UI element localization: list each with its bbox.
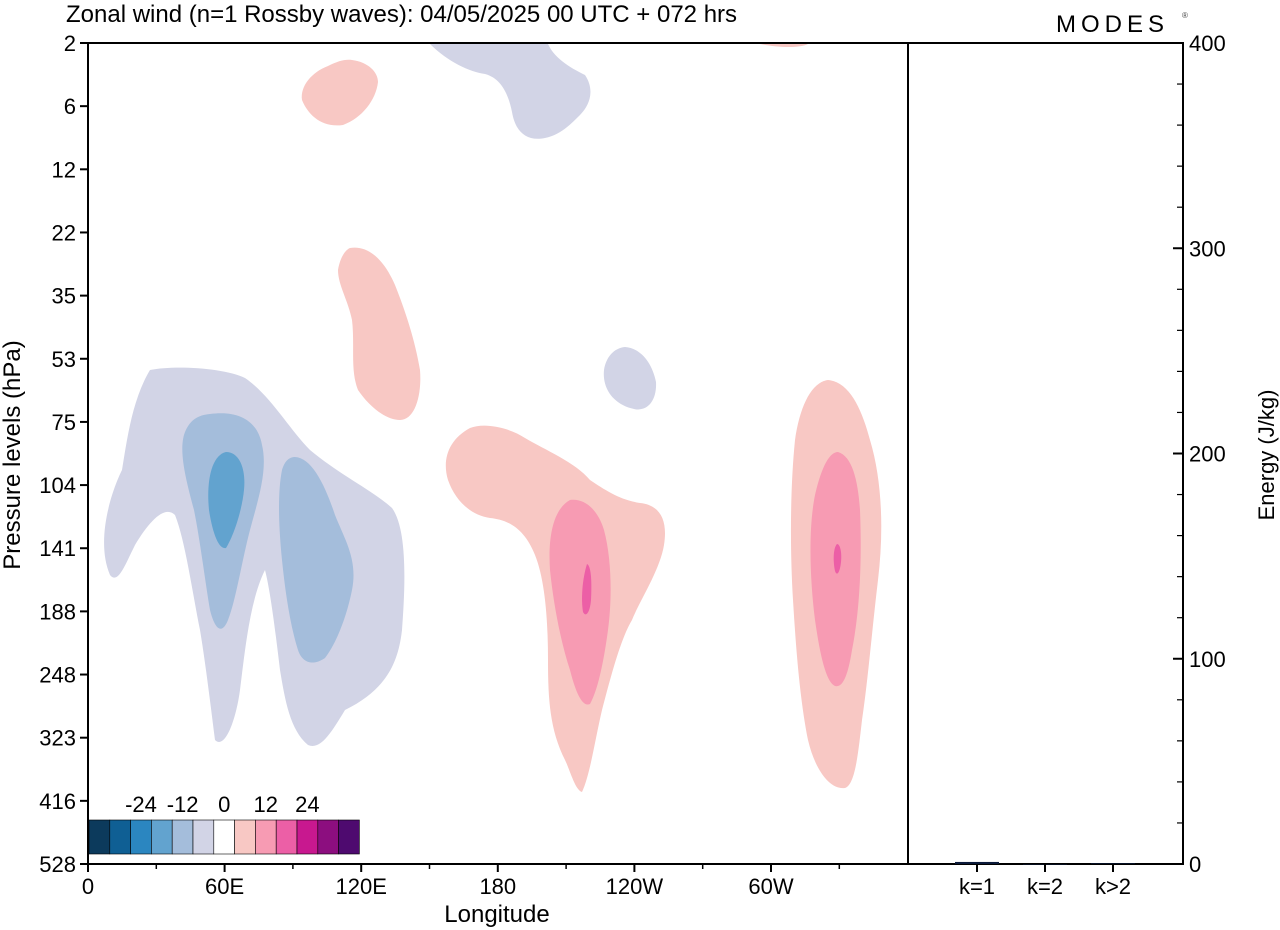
bar-category-label: k=1 <box>959 874 995 899</box>
y-tick-label: 53 <box>52 347 76 372</box>
positive-contour-mid-a <box>549 499 611 705</box>
x-tick-label: 120E <box>336 874 387 899</box>
negative-contour-small <box>603 347 657 410</box>
positive-contour-core-b <box>833 544 842 574</box>
energy-axis-label: Energy (J/kg) <box>1254 390 1279 521</box>
colorbar-tick-label: 24 <box>295 792 319 817</box>
x-tick-label: 180 <box>479 874 516 899</box>
y-tick-label: 323 <box>39 726 76 751</box>
bar-category-label: k>2 <box>1095 874 1131 899</box>
x-tick-label: 0 <box>82 874 94 899</box>
energy-tick-label: 200 <box>1189 442 1226 467</box>
pressure-axis: 2 6 12 22 35 53 75 104 141 188 248 323 416 528 <box>39 31 88 877</box>
positive-contour-top-b <box>760 44 808 47</box>
energy-tick-label: 100 <box>1189 647 1226 672</box>
negative-contour-top <box>430 44 591 139</box>
y-tick-label: 35 <box>52 284 76 309</box>
modes-logo: MODES <box>1056 11 1169 38</box>
y-tick-label: 2 <box>64 31 76 56</box>
colorbar-swatch <box>213 819 235 855</box>
colorbar-swatch <box>317 819 339 855</box>
y-tick-label: 104 <box>39 473 76 498</box>
y-tick-label: 6 <box>64 94 76 119</box>
colorbar-swatch <box>171 819 194 855</box>
positive-contour-upper <box>338 247 421 420</box>
energy-tick-label: 400 <box>1189 31 1226 56</box>
x-tick-label: 60W <box>748 874 793 899</box>
negative-contour-core <box>208 452 245 549</box>
energy-tick-label: 300 <box>1189 236 1226 261</box>
energy-axis: 0 100 200 300 400 <box>1173 31 1226 877</box>
colorbar-swatch <box>109 819 131 855</box>
colorbar: -24 -12 0 12 24 <box>88 785 361 855</box>
y-tick-label: 416 <box>39 789 76 814</box>
energy-bar <box>955 861 999 864</box>
colorbar-swatch <box>130 819 152 855</box>
x-tick-label: 60E <box>205 874 244 899</box>
colorbar-swatch <box>275 819 298 855</box>
chart-title: Zonal wind (n=1 Rossby waves): 04/05/202… <box>66 1 737 28</box>
energy-tick-label: 0 <box>1189 852 1201 877</box>
colorbar-tick-label: -12 <box>167 792 199 817</box>
x-axis-label: Longitude <box>444 901 549 928</box>
bar-category-label: k=2 <box>1027 874 1063 899</box>
colorbar-tick-label: 12 <box>254 792 278 817</box>
colorbar-swatch <box>255 819 277 855</box>
colorbar-tick-label: 0 <box>218 792 230 817</box>
colorbar-swatch <box>151 819 173 855</box>
colorbar-tick-label: -24 <box>125 792 157 817</box>
colorbar-swatch <box>88 819 111 855</box>
longitude-axis: 0 60E 120E 180 120W 60W <box>82 864 841 899</box>
x-tick-label: 120W <box>606 874 664 899</box>
y-tick-label: 22 <box>52 220 76 245</box>
energy-bars: k=1 k=2 k>2 <box>955 861 1135 899</box>
colorbar-swatch <box>234 819 256 855</box>
colorbar-swatch <box>192 819 215 855</box>
negative-contour-light-lobe <box>104 367 405 746</box>
y-tick-label: 12 <box>52 157 76 182</box>
y-tick-label: 248 <box>39 663 76 688</box>
y-tick-label: 188 <box>39 599 76 624</box>
y-tick-label: 141 <box>39 536 76 561</box>
colorbar-swatch <box>338 819 360 855</box>
positive-contour-core-a <box>582 564 592 615</box>
y-tick-label: 528 <box>39 852 76 877</box>
positive-contour-top-a <box>301 59 378 126</box>
y-axis-label: Pressure levels (hPa) <box>0 340 26 569</box>
colorbar-swatch <box>296 819 319 855</box>
negative-contour-mid-b <box>279 457 354 663</box>
contour-plot-area <box>104 44 882 792</box>
energy-bar <box>1091 863 1135 864</box>
logo-registered-mark: ® <box>1182 11 1188 20</box>
y-tick-label: 75 <box>52 410 76 435</box>
